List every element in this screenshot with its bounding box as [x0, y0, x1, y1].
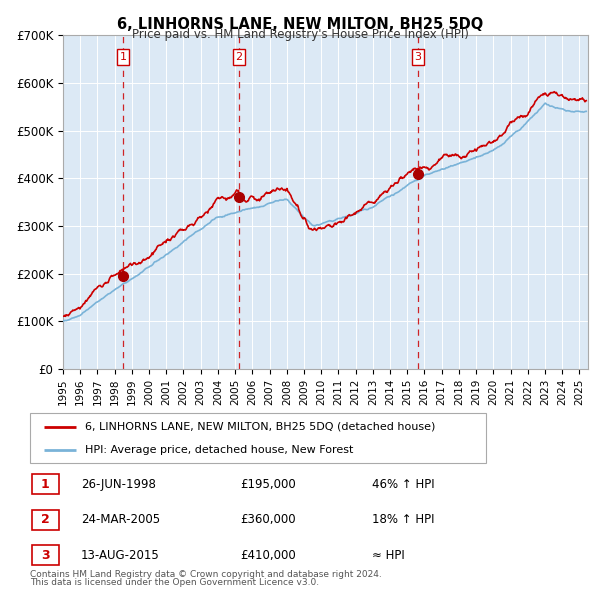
- Text: 26-JUN-1998: 26-JUN-1998: [81, 478, 156, 491]
- FancyBboxPatch shape: [30, 413, 486, 463]
- FancyBboxPatch shape: [32, 474, 59, 494]
- Text: 18% ↑ HPI: 18% ↑ HPI: [372, 513, 434, 526]
- Text: 1: 1: [41, 478, 49, 491]
- Text: Contains HM Land Registry data © Crown copyright and database right 2024.: Contains HM Land Registry data © Crown c…: [30, 571, 382, 579]
- Text: £410,000: £410,000: [240, 549, 296, 562]
- Text: 2: 2: [41, 513, 49, 526]
- Text: 1: 1: [119, 52, 127, 62]
- Text: 24-MAR-2005: 24-MAR-2005: [81, 513, 160, 526]
- Text: This data is licensed under the Open Government Licence v3.0.: This data is licensed under the Open Gov…: [30, 578, 319, 587]
- Text: £195,000: £195,000: [240, 478, 296, 491]
- Text: 6, LINHORNS LANE, NEW MILTON, BH25 5DQ: 6, LINHORNS LANE, NEW MILTON, BH25 5DQ: [117, 17, 483, 31]
- Text: 3: 3: [41, 549, 49, 562]
- Text: ≈ HPI: ≈ HPI: [372, 549, 405, 562]
- Text: 2: 2: [236, 52, 242, 62]
- Text: Price paid vs. HM Land Registry's House Price Index (HPI): Price paid vs. HM Land Registry's House …: [131, 28, 469, 41]
- FancyBboxPatch shape: [32, 545, 59, 565]
- Text: 6, LINHORNS LANE, NEW MILTON, BH25 5DQ (detached house): 6, LINHORNS LANE, NEW MILTON, BH25 5DQ (…: [85, 421, 435, 431]
- Text: 3: 3: [415, 52, 421, 62]
- Text: HPI: Average price, detached house, New Forest: HPI: Average price, detached house, New …: [85, 445, 353, 455]
- Text: 46% ↑ HPI: 46% ↑ HPI: [372, 478, 434, 491]
- Text: £360,000: £360,000: [240, 513, 296, 526]
- Text: 13-AUG-2015: 13-AUG-2015: [81, 549, 160, 562]
- FancyBboxPatch shape: [32, 510, 59, 530]
